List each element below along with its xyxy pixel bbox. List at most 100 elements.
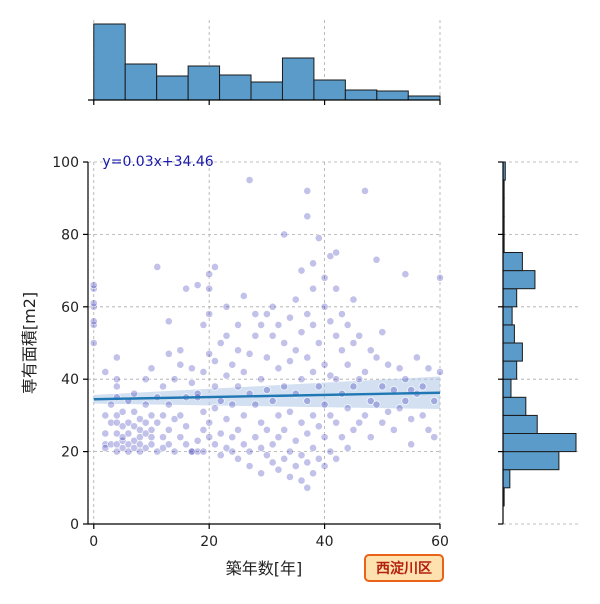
scatter-point [159, 433, 167, 442]
scatter-point [245, 462, 254, 470]
scatter-point [291, 436, 300, 445]
scatter-point [130, 422, 139, 431]
district-badge: 西淀川区 [364, 554, 444, 582]
scatter-point [89, 339, 98, 347]
scatter-point [101, 368, 110, 376]
scatter-point [222, 415, 231, 423]
scatter-point [366, 433, 375, 442]
scatter-point [107, 440, 115, 449]
top-hist-bar [376, 90, 409, 101]
scatter-point [239, 292, 248, 300]
scatter-point [234, 454, 242, 463]
district-badge-text: 西淀川区 [376, 560, 432, 577]
scatter-point [228, 433, 237, 442]
scatter-point [159, 411, 167, 420]
scatter-point [326, 447, 335, 456]
scatter-point [372, 255, 381, 264]
scatter-point [389, 425, 398, 434]
x-tick-label: 60 [431, 534, 449, 550]
scatter-point [332, 454, 341, 463]
scatter-point [401, 270, 410, 279]
scatter-point [326, 411, 335, 420]
scatter-point [418, 382, 427, 391]
top-hist-bar [250, 81, 283, 101]
scatter-point [326, 371, 335, 380]
scatter-point [112, 411, 121, 420]
scatter-point [280, 425, 289, 434]
scatter-point [309, 259, 317, 268]
scatter-point [262, 451, 271, 460]
scatter-point [211, 263, 219, 271]
scatter-point [361, 187, 369, 195]
scatter-point [291, 346, 300, 355]
scatter-point [355, 418, 364, 427]
scatter-point [136, 433, 144, 442]
top-hist-bar [93, 23, 126, 101]
right-histogram [502, 161, 577, 507]
scatter-point [176, 433, 185, 442]
scatter-point [291, 462, 300, 470]
scatter-point [147, 440, 156, 449]
scatter-point [193, 447, 202, 456]
scatter-point [187, 447, 196, 456]
top-hist-bar [344, 89, 378, 101]
scatter-point [303, 397, 312, 405]
scatter-point [361, 368, 369, 376]
scatter-point [303, 458, 312, 467]
scatter-point [182, 284, 190, 293]
scatter-point [141, 429, 150, 438]
y-tick-label: 60 [61, 300, 79, 316]
scatter-point [130, 436, 139, 445]
scatter-point [407, 415, 416, 423]
scatter-point [309, 411, 317, 420]
scatter-point [205, 310, 214, 318]
scatter-point [234, 425, 242, 434]
scatter-point [101, 444, 110, 452]
scatter-point [274, 411, 283, 420]
scatter-point [112, 382, 121, 391]
scatter-point [147, 364, 156, 373]
scatter-point [286, 407, 294, 416]
scatter-point [153, 447, 162, 456]
scatter-point [136, 415, 144, 423]
scatter-point [216, 451, 225, 460]
scatter-point [349, 382, 358, 391]
scatter-point [112, 447, 121, 456]
scatter-point [124, 447, 133, 456]
scatter-point [262, 353, 271, 362]
scatter-point [239, 411, 248, 420]
scatter-point [147, 411, 156, 420]
right-hist-bar [502, 414, 538, 434]
scatter-point [89, 317, 98, 326]
scatter-point [286, 357, 294, 365]
y-axis-label: 専有面積[m2] [20, 292, 39, 394]
scatter-point [297, 476, 306, 485]
scatter-point [251, 331, 260, 340]
scatter-point [378, 328, 387, 337]
y-tick-label: 100 [52, 155, 79, 171]
scatter-point [280, 339, 289, 347]
scatter-point [199, 368, 208, 376]
scatter-point [124, 429, 133, 438]
x-tick-label: 20 [200, 534, 218, 550]
scatter-point [257, 444, 266, 452]
scatter-point [182, 422, 190, 431]
scatter-point [314, 339, 323, 347]
scatter-point [314, 234, 323, 242]
scatter-point [89, 281, 98, 289]
scatter-point [193, 281, 202, 289]
scatter-point [251, 310, 260, 318]
scatter-point [216, 429, 225, 438]
scatter-point [89, 299, 98, 308]
scatter-point [211, 357, 219, 365]
scatter-point [332, 375, 341, 384]
scatter-point [239, 368, 248, 376]
scatter-point [141, 418, 150, 427]
scatter-point [430, 433, 439, 442]
scatter-point [211, 382, 219, 391]
scatter-point [332, 331, 341, 340]
scatter-point [297, 328, 306, 337]
scatter-point [303, 187, 312, 195]
